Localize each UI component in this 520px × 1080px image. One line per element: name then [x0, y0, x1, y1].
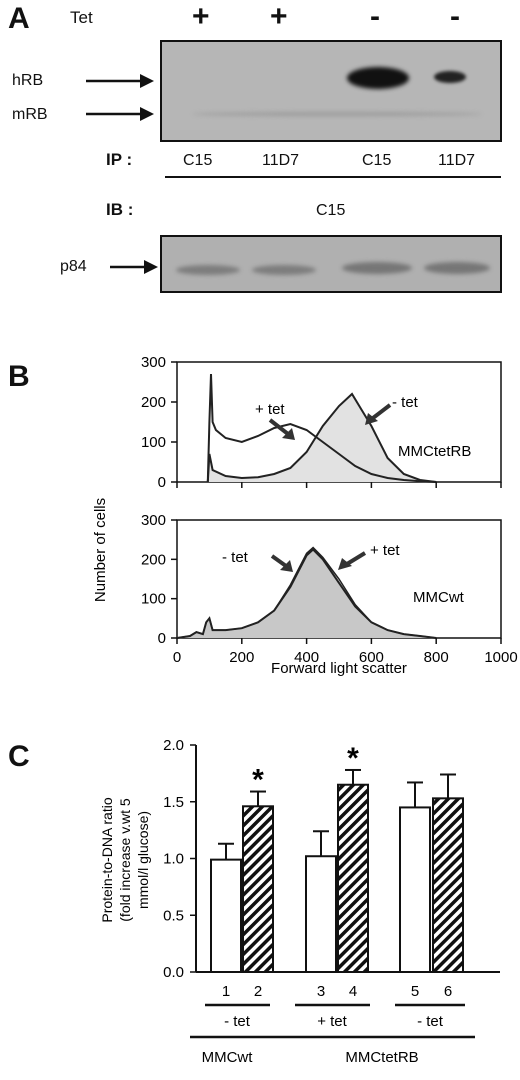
- top-ytick-label-300: 300: [141, 354, 166, 371]
- bottom-ytick-label-0: 0: [158, 630, 166, 647]
- bottom-arrowhead-minus-icon: [280, 560, 293, 572]
- bar-ylabel-line-3: mmol/l glucose): [135, 811, 151, 909]
- bottom-xtick-label-0: 0: [173, 649, 181, 666]
- hrb-band-weak: [434, 71, 466, 83]
- bottom-ytick-label-200: 200: [141, 551, 166, 568]
- top-ytick-label-100: 100: [141, 434, 166, 451]
- bottom-arrow-plus-icon: [345, 551, 367, 566]
- significance-marker-4: *: [347, 742, 359, 775]
- significance-marker-2: *: [252, 764, 264, 797]
- bottom-annotation-minus-tet: - tet: [222, 549, 249, 566]
- flow-ylabel: Number of cells: [92, 498, 109, 602]
- top-ytick-label-200: 200: [141, 394, 166, 411]
- bar-2: [242, 805, 274, 974]
- panel-c-letter: C: [8, 740, 30, 773]
- top-ytick-label-0: 0: [158, 474, 166, 491]
- ip-antibody-4: 11D7: [438, 152, 476, 169]
- bar-3: [305, 855, 337, 973]
- series-line-plus-tet-top: [206, 373, 437, 483]
- bar-ylabel-line-2: (fold increase v.wt 5: [117, 798, 133, 922]
- p84-western-blot: [160, 235, 502, 293]
- cell-label-mmctetrb: MMCtetRB: [345, 1049, 418, 1066]
- bar-number-6: 6: [444, 983, 452, 1000]
- tet-sign-4: -: [450, 0, 460, 33]
- bottom-cell-line-label: MMCwt: [413, 589, 465, 606]
- bar-5: [399, 806, 431, 973]
- series-line-plus-tet-bottom: [176, 546, 437, 639]
- bar-1: [210, 858, 242, 973]
- p84-band-1: [176, 265, 240, 275]
- ip-western-blot: [160, 40, 502, 142]
- top-annotation-minus-tet: - tet: [392, 394, 419, 411]
- ip-antibody-1: C15: [183, 152, 213, 169]
- bar-6: [432, 797, 464, 973]
- p84-label: p84: [60, 258, 87, 275]
- top-arrow-minus-icon: [371, 403, 392, 420]
- top-annotation-plus-tet: + tet: [255, 401, 285, 418]
- bottom-xtick-label-800: 800: [424, 649, 449, 666]
- panel-a-letter: A: [8, 2, 30, 35]
- top-arrowhead-minus-icon: [365, 413, 378, 425]
- tet-sign-2: +: [270, 0, 288, 33]
- bar-number-1: 1: [222, 983, 230, 1000]
- ip-label: IP :: [106, 150, 133, 169]
- mrb-background: [192, 112, 482, 116]
- protein-dna-bar-chart: 2.0 1.5 1.0 0.5 0.0 * * 1 2 3 4 5 6 Protein-to-DNA…: [99, 737, 500, 1066]
- bar-number-5: 5: [411, 983, 419, 1000]
- ip-antibody-3: C15: [362, 152, 392, 169]
- bottom-annotation-plus-tet: + tet: [370, 542, 400, 559]
- bottom-ytick-label-100: 100: [141, 591, 166, 608]
- bottom-arrowhead-plus-icon: [338, 558, 352, 570]
- group-label-2: + tet: [317, 1013, 347, 1030]
- bottom-ytick-label-300: 300: [141, 512, 166, 529]
- top-arrow-plus-icon: [268, 418, 290, 436]
- series-area-minus-tet-top: [207, 394, 437, 482]
- group-label-1: - tet: [224, 1013, 251, 1030]
- bottom-xtick-label-400: 400: [294, 649, 319, 666]
- p84-band-2: [252, 265, 316, 275]
- series-line-minus-tet-top: [206, 392, 437, 483]
- bar-ytick-label-1: 1.5: [163, 794, 184, 811]
- group-label-3: - tet: [417, 1013, 444, 1030]
- bar-ytick-label-0: 2.0: [163, 737, 184, 754]
- ip-underline: [165, 176, 501, 178]
- hrb-band-strong: [347, 67, 409, 89]
- flow-xlabel: Forward light scatter: [271, 660, 407, 677]
- blot-arrows: [86, 74, 154, 121]
- mrb-label: mRB: [12, 106, 48, 123]
- series-area-minus-tet-bottom: [177, 549, 437, 638]
- p84-band-4: [424, 262, 490, 274]
- hrb-arrowhead-icon: [140, 74, 154, 88]
- panel-b-letter: B: [8, 360, 30, 393]
- bottom-xtick-label-1000: 1000: [484, 649, 517, 666]
- hrb-label: hRB: [12, 72, 44, 89]
- bar-number-2: 2: [254, 983, 262, 1000]
- cell-label-mmcwt: MMCwt: [202, 1049, 254, 1066]
- bar-number-3: 3: [317, 983, 325, 1000]
- bar-ytick-label-4: 0.0: [163, 964, 184, 981]
- tet-sign-3: -: [370, 0, 380, 33]
- p84-arrow: [110, 260, 158, 274]
- tet-label: Tet: [70, 8, 93, 27]
- top-cell-line-label: MMCtetRB: [398, 443, 471, 460]
- bar-ytick-label-2: 1.0: [163, 851, 184, 868]
- ip-antibody-2: 11D7: [262, 152, 300, 169]
- ib-label: IB :: [106, 200, 134, 219]
- top-arrowhead-plus-icon: [282, 428, 295, 440]
- ib-antibody: C15: [316, 202, 346, 219]
- bottom-arrow-minus-icon: [270, 554, 288, 568]
- bar-ylabel-line-1: Protein-to-DNA ratio: [99, 797, 115, 922]
- p84-band-3: [342, 262, 412, 274]
- bottom-xtick-label-600: 600: [359, 649, 384, 666]
- bar-ytick-label-3: 0.5: [163, 907, 184, 924]
- bar-number-4: 4: [349, 983, 357, 1000]
- bottom-xtick-label-200: 200: [229, 649, 254, 666]
- mrb-arrowhead-icon: [140, 107, 154, 121]
- bar-4: [337, 783, 369, 973]
- p84-arrowhead-icon: [144, 260, 158, 274]
- tet-sign-1: +: [192, 0, 210, 33]
